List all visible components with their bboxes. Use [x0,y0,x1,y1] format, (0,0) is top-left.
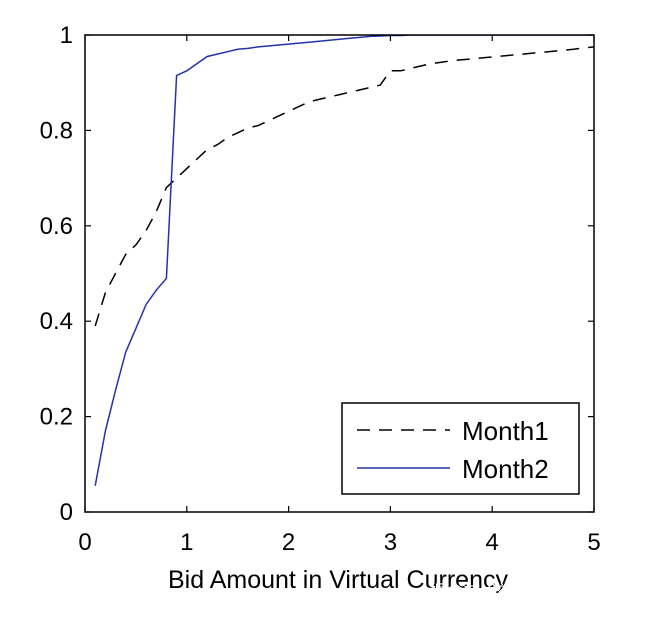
x-tick-label: 5 [587,529,600,556]
legend-label-month1: Month1 [462,416,549,446]
x-tick-label: 0 [78,529,91,556]
y-tick-label: 1 [60,22,73,49]
y-tick-label: 0.8 [40,117,73,144]
legend: Month1 Month2 [341,402,580,495]
y-tick-label: 0.2 [40,404,73,431]
x-tick-label: 1 [180,529,193,556]
axes-box [84,34,595,513]
y-tick-label: 0 [60,499,73,526]
x-axis-label: Bid Amount in Virtual Currency [168,566,508,594]
series-line-month2 [94,35,594,486]
y-tick-label: 0.4 [40,308,73,335]
legend-box [341,402,580,495]
series-group [94,35,594,486]
series-line-month1 [94,46,594,327]
watermark: 掘金技术社区 @ magicwt [430,582,633,602]
y-axis: 0 0.2 0.4 0.6 0.8 1 [40,22,594,526]
y-tick-label: 0.6 [40,213,73,240]
x-tick-label: 4 [486,529,499,556]
legend-label-month2: Month2 [462,454,549,484]
x-tick-label: 3 [384,529,397,556]
x-tick-label: 2 [282,529,295,556]
plot-area [84,34,595,513]
x-axis: 0 1 2 3 4 5 [78,35,601,556]
